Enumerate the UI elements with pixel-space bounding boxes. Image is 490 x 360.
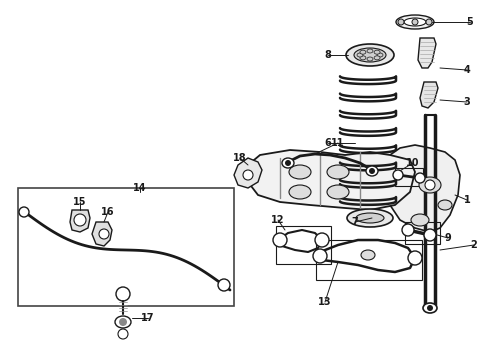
Circle shape — [218, 279, 230, 291]
Circle shape — [424, 229, 436, 241]
Ellipse shape — [360, 56, 366, 60]
Ellipse shape — [438, 200, 452, 210]
Ellipse shape — [366, 166, 378, 176]
Ellipse shape — [115, 316, 131, 328]
Circle shape — [273, 233, 287, 247]
Text: 15: 15 — [73, 197, 87, 207]
Circle shape — [74, 214, 86, 226]
Polygon shape — [385, 145, 460, 232]
Ellipse shape — [346, 44, 394, 66]
Ellipse shape — [419, 177, 441, 193]
Ellipse shape — [374, 50, 380, 54]
Text: 14: 14 — [133, 183, 147, 193]
Text: 7: 7 — [352, 217, 358, 227]
Circle shape — [408, 251, 422, 265]
Circle shape — [313, 249, 327, 263]
Bar — [18, 188, 234, 306]
Circle shape — [118, 329, 128, 339]
Circle shape — [393, 170, 403, 180]
Text: 13: 13 — [318, 297, 332, 307]
Ellipse shape — [327, 185, 349, 199]
Text: 6: 6 — [324, 138, 331, 148]
Ellipse shape — [356, 213, 384, 223]
Text: 1: 1 — [464, 195, 470, 205]
Text: 17: 17 — [141, 313, 155, 323]
Ellipse shape — [367, 49, 373, 53]
Ellipse shape — [357, 53, 363, 57]
Polygon shape — [418, 38, 436, 68]
Circle shape — [426, 19, 432, 25]
Ellipse shape — [282, 158, 294, 168]
Ellipse shape — [377, 53, 383, 57]
Circle shape — [427, 305, 433, 311]
Polygon shape — [92, 222, 112, 246]
Circle shape — [412, 19, 418, 25]
Polygon shape — [248, 150, 415, 210]
Text: 11: 11 — [331, 138, 345, 148]
Ellipse shape — [360, 50, 366, 54]
Ellipse shape — [354, 48, 386, 62]
Bar — [423, 195, 437, 203]
Circle shape — [415, 173, 425, 183]
Circle shape — [398, 19, 404, 25]
Ellipse shape — [347, 209, 393, 227]
Text: 3: 3 — [464, 97, 470, 107]
Ellipse shape — [411, 214, 429, 226]
Polygon shape — [70, 210, 90, 232]
Ellipse shape — [374, 56, 380, 60]
Circle shape — [425, 180, 435, 190]
Text: 2: 2 — [470, 240, 477, 250]
Polygon shape — [234, 158, 262, 188]
Text: 9: 9 — [444, 233, 451, 243]
Ellipse shape — [396, 15, 434, 29]
Bar — [395, 168, 423, 186]
Ellipse shape — [423, 303, 437, 313]
Circle shape — [285, 160, 291, 166]
Text: 4: 4 — [464, 65, 470, 75]
Ellipse shape — [289, 165, 311, 179]
Text: 18: 18 — [233, 153, 247, 163]
Text: 16: 16 — [101, 207, 115, 217]
Text: 5: 5 — [466, 17, 473, 27]
Bar — [405, 222, 440, 244]
Text: 10: 10 — [406, 158, 420, 168]
Ellipse shape — [404, 18, 426, 26]
Circle shape — [19, 207, 29, 217]
Ellipse shape — [361, 250, 375, 260]
Circle shape — [99, 229, 109, 239]
Polygon shape — [420, 82, 438, 108]
Ellipse shape — [289, 185, 311, 199]
Bar — [276, 226, 331, 264]
Circle shape — [402, 224, 414, 236]
Circle shape — [369, 168, 375, 174]
Text: 8: 8 — [324, 50, 331, 60]
Text: 12: 12 — [271, 215, 285, 225]
Circle shape — [116, 287, 130, 301]
Circle shape — [315, 233, 329, 247]
Ellipse shape — [367, 57, 373, 61]
Circle shape — [119, 318, 127, 326]
Bar — [316, 240, 422, 280]
Circle shape — [243, 170, 253, 180]
Ellipse shape — [327, 165, 349, 179]
